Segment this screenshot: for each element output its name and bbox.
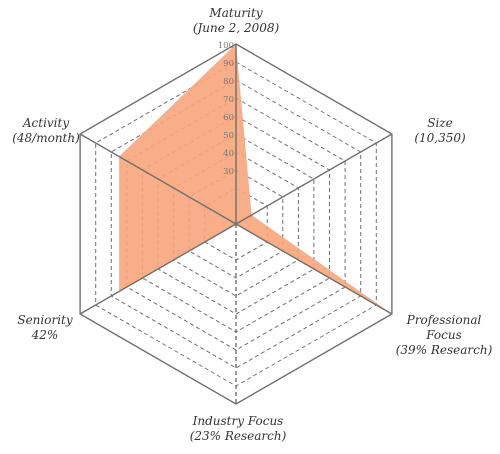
axis-label-maturity: Maturity (June 2, 2008) bbox=[193, 6, 280, 35]
axis-label-professional-focus: Professional Focus (39% Research) bbox=[396, 313, 493, 357]
grid-ring-30 bbox=[188, 169, 284, 279]
axis-label-activity: Activity (48/month) bbox=[12, 116, 80, 145]
spoke-activity bbox=[79, 133, 237, 225]
data-area-group bbox=[119, 44, 392, 314]
spoke-size bbox=[235, 133, 393, 225]
tick-label-70: 70 bbox=[223, 95, 234, 105]
tick-label-50: 50 bbox=[223, 131, 234, 141]
axis-label-industry-focus: Industry Focus (23% Research) bbox=[190, 414, 287, 443]
tick-label-100: 100 bbox=[218, 41, 234, 51]
tick-label-30: 30 bbox=[223, 167, 234, 177]
data-area bbox=[119, 44, 392, 314]
axis-label-seniority: Seniority 42% bbox=[17, 313, 73, 342]
tick-label-80: 80 bbox=[223, 77, 234, 87]
axis-spokes bbox=[79, 44, 393, 404]
tick-labels: 30 40 50 60 70 80 90 100 bbox=[218, 41, 234, 177]
axis-label-size: Size (10,350) bbox=[414, 116, 466, 145]
tick-label-60: 60 bbox=[223, 113, 234, 123]
spoke-professional-focus bbox=[235, 223, 393, 315]
axis-labels: Maturity (June 2, 2008) Size (10,350) Profes… bbox=[12, 6, 492, 443]
spoke-seniority bbox=[79, 223, 237, 315]
tick-label-90: 90 bbox=[223, 59, 234, 69]
tick-label-40: 40 bbox=[223, 149, 234, 159]
